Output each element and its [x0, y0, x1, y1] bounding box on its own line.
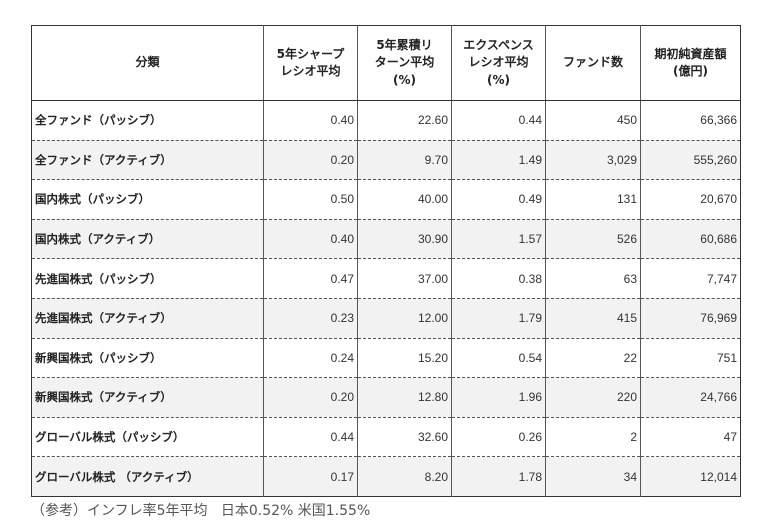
cell-net-assets: 7,747: [640, 258, 741, 299]
header-line: 期初純資産額: [654, 46, 727, 61]
cell-expense-ratio: 1.78: [451, 456, 546, 497]
table-row: 全ファンド（アクティブ） 0.20 9.70 1.49 3,029 555,26…: [31, 140, 741, 181]
cell-sharpe-ratio: 0.40: [263, 219, 358, 260]
table-row: 先進国株式（パッシブ） 0.47 37.00 0.38 63 7,747: [31, 258, 741, 299]
cell-expense-ratio: 0.38: [451, 258, 546, 299]
header-line: 5年累積リ: [376, 37, 433, 52]
cell-expense-ratio: 1.96: [451, 377, 546, 418]
header-line: (%): [393, 72, 416, 87]
cell-expense-ratio: 1.57: [451, 219, 546, 260]
cell-cumulative-return: 12.80: [357, 377, 452, 418]
cell-expense-ratio: 1.49: [451, 140, 546, 181]
cell-net-assets: 60,686: [640, 219, 741, 260]
cell-fund-count: 2: [545, 417, 641, 458]
header-line: 5年シャープ: [276, 46, 345, 61]
note-japan-inflation: 日本0.52%: [220, 503, 294, 519]
table-row: 国内株式（パッシブ） 0.50 40.00 0.49 131 20,670: [31, 179, 741, 220]
cell-category: 国内株式（パッシブ）: [31, 179, 264, 220]
header-net-assets: 期初純資産額 (億円): [640, 25, 741, 101]
table-row: 新興国株式（パッシブ） 0.24 15.20 0.54 22 751: [31, 338, 741, 379]
cell-sharpe-ratio: 0.47: [263, 258, 358, 299]
cell-category: グローバル株式（パッシブ）: [31, 417, 264, 458]
cell-fund-count: 131: [545, 179, 641, 220]
cell-sharpe-ratio: 0.50: [263, 179, 358, 220]
cell-expense-ratio: 0.26: [451, 417, 546, 458]
cell-fund-count: 415: [545, 298, 641, 339]
cell-expense-ratio: 1.79: [451, 298, 546, 339]
cell-sharpe-ratio: 0.24: [263, 338, 358, 379]
header-fund-count: ファンド数: [545, 25, 641, 101]
cell-category: 全ファンド（パッシブ）: [31, 100, 264, 141]
cell-cumulative-return: 8.20: [357, 456, 452, 497]
cell-category: 国内株式（アクティブ）: [31, 219, 264, 260]
cell-net-assets: 12,014: [640, 456, 741, 497]
table-row: グローバル株式 （アクティブ） 0.17 8.20 1.78 34 12,014: [31, 456, 741, 497]
cell-cumulative-return: 15.20: [357, 338, 452, 379]
cell-sharpe-ratio: 0.20: [263, 140, 358, 181]
cell-category: 先進国株式（アクティブ）: [31, 298, 264, 339]
header-expense-ratio: エクスペンス レシオ平均 (%): [451, 25, 546, 101]
cell-net-assets: 20,670: [640, 179, 741, 220]
cell-fund-count: 526: [545, 219, 641, 260]
cell-net-assets: 751: [640, 338, 741, 379]
cell-fund-count: 220: [545, 377, 641, 418]
reference-inflation-note: （参考）インフレ率5年平均 日本0.52% 米国1.55%: [31, 500, 370, 520]
cell-expense-ratio: 0.44: [451, 100, 546, 141]
header-line: ファンド数: [562, 55, 623, 70]
cell-category: 新興国株式（パッシブ）: [31, 338, 264, 379]
header-line: (億円): [673, 64, 708, 78]
header-line: (%): [487, 72, 510, 87]
cell-cumulative-return: 12.00: [357, 298, 452, 339]
header-line: ターン平均: [374, 55, 435, 70]
note-us-inflation: 米国1.55%: [297, 503, 371, 519]
header-line: レシオ平均: [468, 55, 529, 70]
table-row: 全ファンド（パッシブ） 0.40 22.60 0.44 450 66,366: [31, 100, 741, 141]
cell-net-assets: 24,766: [640, 377, 741, 418]
cell-fund-count: 450: [545, 100, 641, 141]
cell-category: 新興国株式（アクティブ）: [31, 377, 264, 418]
cell-fund-count: 3,029: [545, 140, 641, 181]
cell-cumulative-return: 22.60: [357, 100, 452, 141]
cell-sharpe-ratio: 0.40: [263, 100, 358, 141]
cell-category: 先進国株式（パッシブ）: [31, 258, 264, 299]
cell-cumulative-return: 37.00: [357, 258, 452, 299]
cell-expense-ratio: 0.49: [451, 179, 546, 220]
cell-net-assets: 76,969: [640, 298, 741, 339]
table-row: 国内株式（アクティブ） 0.40 30.90 1.57 526 60,686: [31, 219, 741, 260]
cell-sharpe-ratio: 0.44: [263, 417, 358, 458]
table-row: 先進国株式（アクティブ） 0.23 12.00 1.79 415 76,969: [31, 298, 741, 339]
cell-fund-count: 34: [545, 456, 641, 497]
cell-net-assets: 66,366: [640, 100, 741, 141]
cell-sharpe-ratio: 0.17: [263, 456, 358, 497]
cell-category: 全ファンド（アクティブ）: [31, 140, 264, 181]
note-prefix: （参考）インフレ率5年平均: [31, 503, 208, 519]
cell-category: グローバル株式 （アクティブ）: [31, 456, 264, 497]
table-header-row: 分類 5年シャープ レシオ平均 5年累積リ ターン平均 (%) エクスペンス レ…: [31, 25, 741, 101]
cell-fund-count: 63: [545, 258, 641, 299]
cell-sharpe-ratio: 0.20: [263, 377, 358, 418]
header-line: 分類: [135, 55, 160, 70]
header-line: レシオ平均: [280, 64, 341, 78]
cell-cumulative-return: 32.60: [357, 417, 452, 458]
table-row: グローバル株式（パッシブ） 0.44 32.60 0.26 2 47: [31, 417, 741, 458]
header-category: 分類: [31, 25, 264, 101]
cell-cumulative-return: 9.70: [357, 140, 452, 181]
cell-cumulative-return: 30.90: [357, 219, 452, 260]
cell-expense-ratio: 0.54: [451, 338, 546, 379]
cell-cumulative-return: 40.00: [357, 179, 452, 220]
cell-fund-count: 22: [545, 338, 641, 379]
cell-net-assets: 47: [640, 417, 741, 458]
cell-sharpe-ratio: 0.23: [263, 298, 358, 339]
header-sharpe-ratio: 5年シャープ レシオ平均: [263, 25, 358, 101]
header-cumulative-return: 5年累積リ ターン平均 (%): [357, 25, 452, 101]
table-row: 新興国株式（アクティブ） 0.20 12.80 1.96 220 24,766: [31, 377, 741, 418]
header-line: エクスペンス: [463, 37, 534, 52]
fund-comparison-table: 分類 5年シャープ レシオ平均 5年累積リ ターン平均 (%) エクスペンス レ…: [31, 25, 741, 497]
cell-net-assets: 555,260: [640, 140, 741, 181]
fund-comparison-table-container: 分類 5年シャープ レシオ平均 5年累積リ ターン平均 (%) エクスペンス レ…: [31, 25, 741, 497]
